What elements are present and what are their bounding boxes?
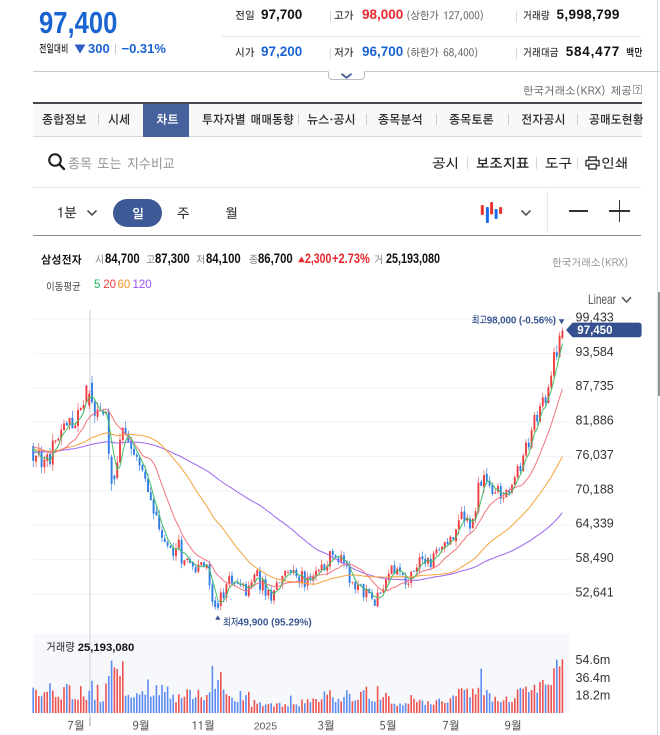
- svg-text:98,000 (-0.56%): 98,000 (-0.56%): [487, 315, 556, 326]
- svg-text:25,193,080: 25,193,080: [78, 642, 135, 654]
- svg-text:2025: 2025: [254, 721, 278, 733]
- svg-text:18.2m: 18.2m: [576, 689, 611, 703]
- svg-text:52,641: 52,641: [576, 586, 614, 600]
- svg-text:97,450: 97,450: [577, 325, 612, 337]
- svg-text:54.6m: 54.6m: [576, 653, 611, 667]
- svg-text:64,339: 64,339: [576, 517, 614, 531]
- svg-text:99,433: 99,433: [576, 311, 614, 325]
- svg-text:58,490: 58,490: [576, 551, 614, 565]
- svg-text:49,900 (95.29%): 49,900 (95.29%): [238, 618, 312, 629]
- svg-text:70,188: 70,188: [576, 482, 614, 496]
- svg-text:36.4m: 36.4m: [576, 671, 611, 685]
- svg-text:76,037: 76,037: [576, 448, 614, 462]
- svg-text:81,886: 81,886: [576, 414, 614, 428]
- svg-text:93,584: 93,584: [576, 345, 614, 359]
- svg-text:87,735: 87,735: [576, 379, 614, 393]
